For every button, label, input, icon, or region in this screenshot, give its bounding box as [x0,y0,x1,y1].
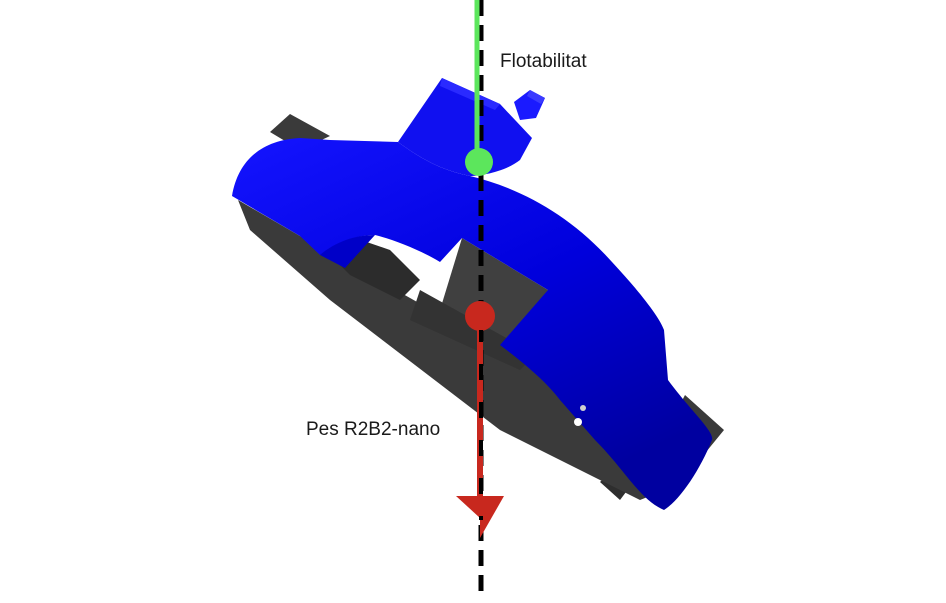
gravity-center-point [465,301,495,331]
buoyancy-vector [465,0,493,176]
robot-hull [232,78,713,510]
hull-tower [398,78,532,176]
buoyancy-center-point [465,148,493,176]
hull-cavity-edge [320,235,375,268]
hull-antenna-top [527,90,545,104]
weight-label: Pes R2B2-nano [306,419,441,440]
hull-hole [574,418,582,426]
hull-hole [580,405,586,411]
hull-tower-top [440,78,500,110]
hull-shell [232,138,713,510]
buoyancy-label: Flotabilitat [500,51,587,72]
